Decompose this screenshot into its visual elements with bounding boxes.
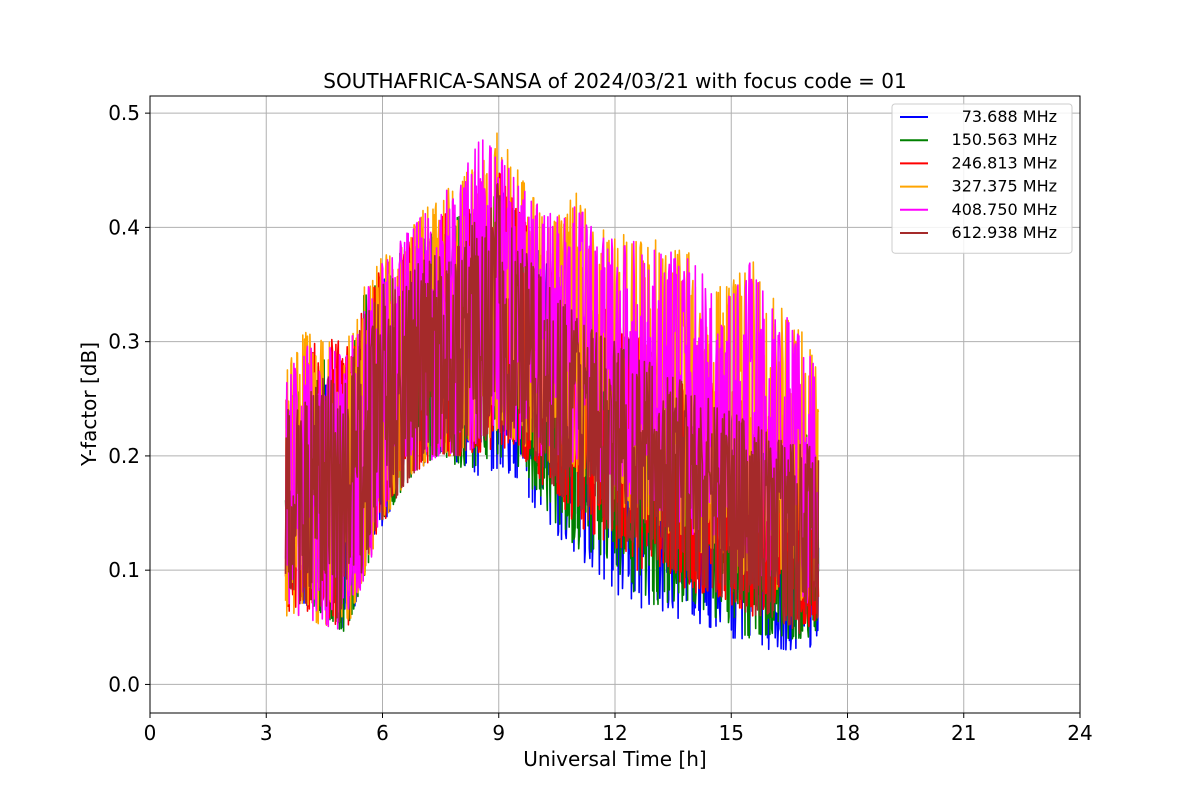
legend-label: 327.375 MHz (952, 177, 1057, 196)
y-tick-label: 0.4 (108, 215, 140, 239)
series-line-6 (284, 183, 820, 635)
legend-box (891, 103, 1073, 254)
x-tick-label: 24 (1067, 721, 1092, 745)
legend-label: 73.688 MHz (962, 107, 1057, 126)
legend-label: 408.750 MHz (952, 200, 1057, 219)
series-group (284, 132, 820, 651)
x-tick-label: 6 (376, 721, 389, 745)
legend-label: 150.563 MHz (952, 130, 1057, 149)
x-tick-label: 0 (144, 721, 157, 745)
x-tick-label: 9 (492, 721, 505, 745)
y-tick-label: 0.5 (108, 101, 140, 125)
x-tick-label: 3 (260, 721, 273, 745)
y-tick-label: 0.2 (108, 444, 140, 468)
legend-label: 246.813 MHz (952, 153, 1057, 172)
x-tick-label: 21 (951, 721, 976, 745)
y-tick-label: 0.3 (108, 330, 140, 354)
y-tick-label: 0.1 (108, 558, 140, 582)
x-tick-label: 15 (719, 721, 744, 745)
x-axis-label: Universal Time [h] (523, 747, 706, 771)
legend-label: 612.938 MHz (952, 223, 1057, 242)
x-tick-label: 18 (835, 721, 860, 745)
axis-ticks: 0 3 6 9 12 15 18 21 24 0.0 0.1 0.2 0.3 0.4 0.5 (108, 101, 1093, 745)
legend: 73.688 MHz 150.563 MHz 246.813 MHz 327.375 … (891, 103, 1073, 254)
x-tick-label: 12 (602, 721, 627, 745)
chart-title: SOUTHAFRICA-SANSA of 2024/03/21 with foc… (323, 69, 907, 93)
y-axis-label: Y-factor [dB] (77, 342, 101, 467)
y-tick-label: 0.0 (108, 672, 140, 696)
